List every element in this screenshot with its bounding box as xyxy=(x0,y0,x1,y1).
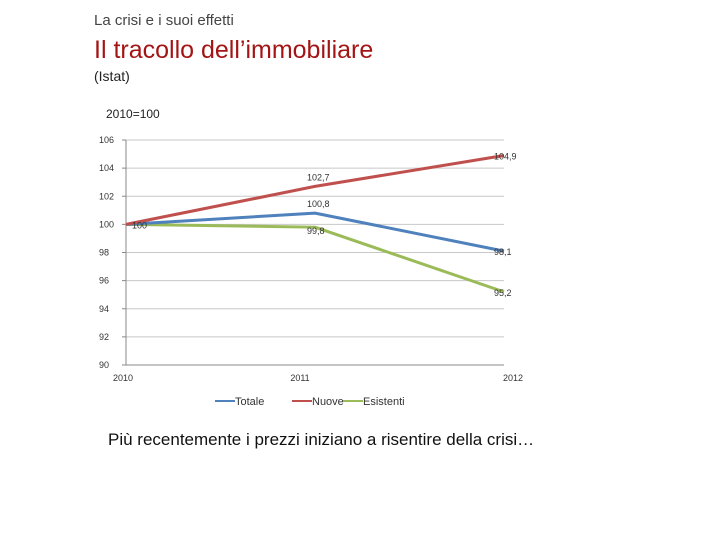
data-labels: 100,8 98,1 102,7 104,9 100 99,8 95,2 xyxy=(132,151,517,297)
axes: 90 92 94 96 98 100 102 104 106 2010 2011 2012 xyxy=(99,135,523,383)
legend-label: Totale xyxy=(235,396,264,408)
data-label: 100,8 xyxy=(307,199,330,209)
x-tick-label: 2011 xyxy=(290,373,309,383)
data-label: 100 xyxy=(132,220,147,230)
data-label: 99,8 xyxy=(307,226,325,236)
y-tick-label: 98 xyxy=(99,248,109,258)
y-tick-label: 102 xyxy=(99,191,114,201)
data-label: 95,2 xyxy=(494,288,512,298)
legend-label: Esistenti xyxy=(363,396,405,408)
data-label: 104,9 xyxy=(494,151,517,161)
x-tick-label: 2010 xyxy=(113,373,133,383)
series-lines xyxy=(125,153,505,294)
source-label: (Istat) xyxy=(94,68,130,84)
data-label: 102,7 xyxy=(307,172,330,182)
y-tick-label: 104 xyxy=(99,163,114,173)
data-label: 98,1 xyxy=(494,247,512,257)
y-tick-label: 106 xyxy=(99,135,114,145)
y-tick-label: 90 xyxy=(99,360,109,370)
chart-title: 2010=100 xyxy=(106,107,160,121)
series-line-totale xyxy=(125,211,505,253)
x-tick-label: 2012 xyxy=(503,373,523,383)
y-tick-label: 96 xyxy=(99,276,109,286)
caption: Più recentemente i prezzi iniziano a ris… xyxy=(108,430,535,449)
legend-label: Nuove xyxy=(312,396,344,408)
slide-kicker: La crisi e i suoi effetti xyxy=(94,12,234,29)
y-tick-label: 100 xyxy=(99,219,114,229)
series-line-esistenti xyxy=(125,222,505,294)
legend: Totale Nuove Esistenti xyxy=(215,396,405,408)
y-tick-label: 94 xyxy=(99,304,109,314)
gridlines xyxy=(126,139,504,366)
series-line-nuove xyxy=(125,153,505,226)
y-tick-label: 92 xyxy=(99,332,109,342)
slide-title: Il tracollo dell’immobiliare xyxy=(94,36,374,64)
